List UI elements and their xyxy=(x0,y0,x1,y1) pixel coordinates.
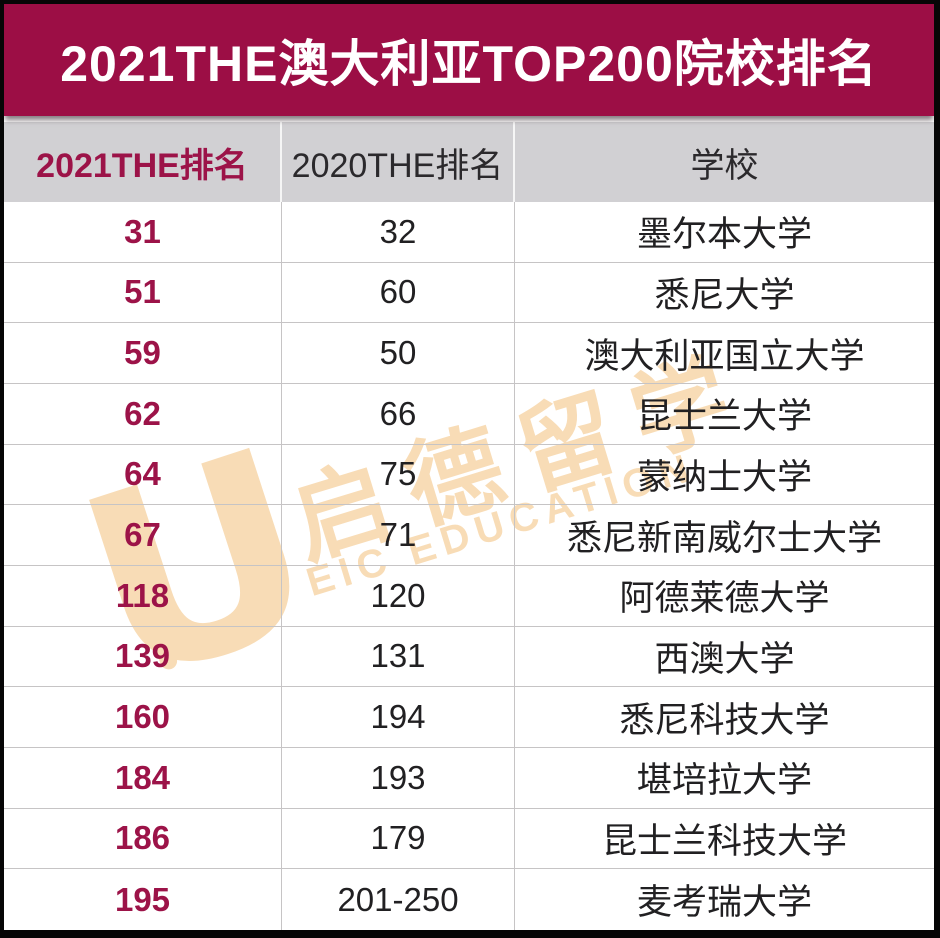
cell-2021-rank: 139 xyxy=(4,626,282,687)
table-row: 51 60 悉尼大学 xyxy=(4,262,934,324)
column-header-school: 学校 xyxy=(690,146,759,185)
table-row: 59 50 澳大利亚国立大学 xyxy=(4,323,934,384)
cell-2021-rank: 195 xyxy=(4,869,282,930)
cell-2020-rank: 194 xyxy=(282,687,515,747)
table-row: 118 120 阿德莱德大学 xyxy=(4,566,934,627)
table-body: 31 32 墨尔本大学 51 60 悉尼大学 59 50 澳大利亚国立大学 62… xyxy=(4,202,934,930)
cell-2021-rank: 62 xyxy=(4,384,282,444)
table-row: 67 71 悉尼新南威尔士大学 xyxy=(4,505,934,566)
cell-school: 悉尼科技大学 xyxy=(619,700,830,740)
cell-2021-rank: 31 xyxy=(4,202,282,262)
cell-school: 昆士兰科技大学 xyxy=(601,821,847,861)
cell-2021-rank: 186 xyxy=(4,808,282,869)
cell-school: 悉尼大学 xyxy=(654,275,795,315)
title-banner: 2021THE澳大利亚TOP200院校排名 xyxy=(4,4,934,116)
cell-2021-rank: 64 xyxy=(4,444,282,505)
cell-school: 澳大利亚国立大学 xyxy=(584,336,865,376)
cell-school: 蒙纳士大学 xyxy=(636,457,812,497)
cell-2020-rank: 179 xyxy=(282,808,515,869)
table-row: 184 193 堪培拉大学 xyxy=(4,748,934,809)
cell-school: 堪培拉大学 xyxy=(636,761,812,801)
cell-2020-rank: 201-250 xyxy=(282,869,515,930)
cell-2020-rank: 120 xyxy=(282,566,515,626)
cell-school: 麦考瑞大学 xyxy=(636,883,812,923)
column-header-2020-rank: 2020THE排名 xyxy=(282,122,515,202)
cell-school: 昆士兰大学 xyxy=(636,397,812,437)
ranking-table: U 启德留学 EIC EDUCATION 2021THE排名 2020THE排名… xyxy=(4,122,934,930)
cell-2021-rank: 51 xyxy=(4,262,282,323)
cell-2020-rank: 71 xyxy=(282,505,515,565)
table-row: 64 75 蒙纳士大学 xyxy=(4,444,934,506)
cell-2020-rank: 32 xyxy=(282,202,515,262)
cell-2021-rank: 67 xyxy=(4,505,282,565)
cell-2021-rank: 118 xyxy=(4,566,282,626)
cell-2020-rank: 131 xyxy=(282,626,515,687)
table-row: 160 194 悉尼科技大学 xyxy=(4,687,934,748)
cell-2020-rank: 75 xyxy=(282,444,515,505)
table-row: 31 32 墨尔本大学 xyxy=(4,202,934,263)
page-title: 2021THE澳大利亚TOP200院校排名 xyxy=(60,36,878,92)
cell-2021-rank: 59 xyxy=(4,323,282,383)
table-header-row: 2021THE排名 2020THE排名 学校 xyxy=(4,122,934,202)
cell-2020-rank: 193 xyxy=(282,748,515,808)
cell-school: 阿德莱德大学 xyxy=(619,579,830,619)
cell-school: 西澳大学 xyxy=(654,639,795,679)
table-row: 139 131 西澳大学 xyxy=(4,626,934,688)
ranking-infographic: 2021THE澳大利亚TOP200院校排名 U 启德留学 EIC EDUCATI… xyxy=(4,4,934,930)
cell-2021-rank: 160 xyxy=(4,687,282,747)
table-row: 62 66 昆士兰大学 xyxy=(4,384,934,445)
column-header-2021-rank: 2021THE排名 xyxy=(4,122,282,202)
cell-2020-rank: 60 xyxy=(282,262,515,323)
table-row: 195 201-250 麦考瑞大学 xyxy=(4,869,934,930)
cell-2020-rank: 50 xyxy=(282,323,515,383)
table-row: 186 179 昆士兰科技大学 xyxy=(4,808,934,870)
cell-school: 墨尔本大学 xyxy=(636,215,812,255)
cell-2021-rank: 184 xyxy=(4,748,282,808)
cell-school: 悉尼新南威尔士大学 xyxy=(566,518,882,558)
cell-2020-rank: 66 xyxy=(282,384,515,444)
